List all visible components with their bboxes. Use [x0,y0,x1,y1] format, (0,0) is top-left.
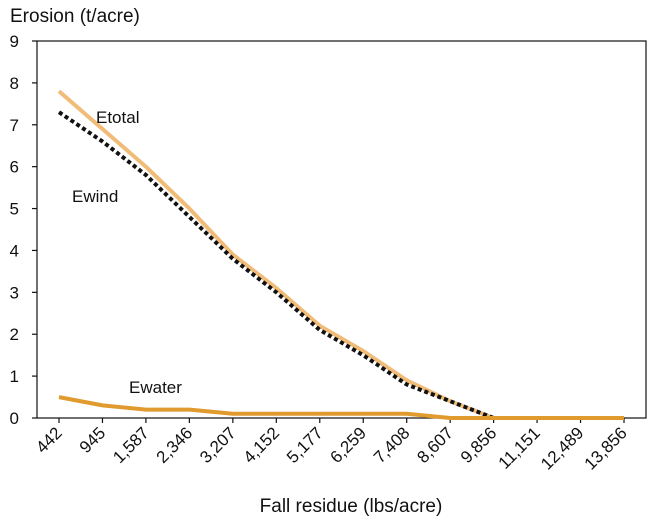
x-tick-label-12: 12,489 [537,423,587,473]
series-line-ewater [58,395,624,420]
y-tick-label-0: 0 [10,409,19,428]
y-tick-label-4: 4 [10,241,19,260]
series-line-ewind [57,110,624,420]
series-label-ewater: Ewater [129,378,182,397]
plot-frame [36,40,647,419]
series-label-ewind: Ewind [72,187,118,206]
y-tick-label-3: 3 [10,283,19,302]
y-tick-label-6: 6 [10,158,19,177]
y-tick-label-2: 2 [10,325,19,344]
x-tick-label-10: 9,856 [457,423,501,467]
x-tick-label-5: 4,152 [240,423,284,467]
x-tick-label-11: 11,151 [495,423,544,472]
x-tick-label-7: 6,259 [327,423,371,467]
x-tick-label-1: 945 [76,423,109,456]
x-tick-label-3: 2,346 [153,423,197,467]
series-label-etotal: Etotal [96,108,139,127]
series-line-etotal [57,89,624,420]
y-axis-title: Erosion (t/acre) [10,6,140,27]
y-tick-label-7: 7 [10,116,19,135]
x-tick-label-8: 7,408 [370,423,414,467]
x-tick-label-13: 13,856 [581,423,631,473]
y-tick-label-1: 1 [10,367,19,386]
x-tick-label-2: 1,587 [109,423,153,467]
y-tick-label-9: 9 [10,32,19,51]
x-tick-label-6: 5,177 [283,423,327,467]
y-tick-label-8: 8 [10,74,19,93]
x-tick-label-0: 442 [32,423,65,456]
y-tick-label-5: 5 [10,200,19,219]
x-axis-title: Fall residue (lbs/acre) [259,496,443,517]
x-tick-label-4: 3,207 [196,423,240,467]
x-tick-label-9: 8,607 [413,423,457,467]
